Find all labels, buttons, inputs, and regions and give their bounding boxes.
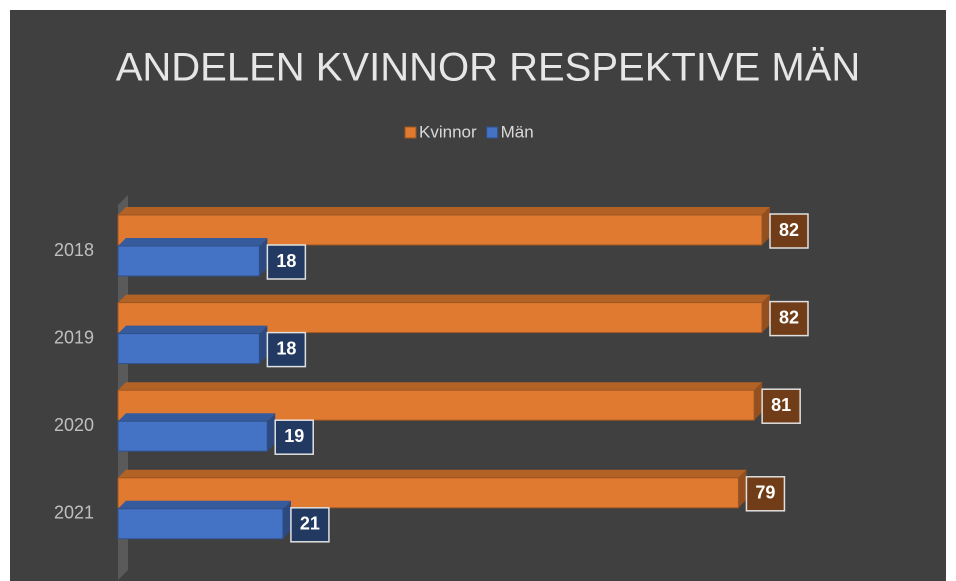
data-label-box (769, 300, 809, 337)
data-label: 82 (779, 220, 799, 240)
chart-title: ANDELEN KVINNOR RESPEKTIVE MÄN (116, 46, 861, 90)
data-label-box (769, 213, 809, 249)
bar-front (117, 508, 284, 540)
y-tick-label: 2020 (54, 415, 94, 435)
data-label-box (266, 244, 307, 280)
data-label: 81 (771, 395, 791, 415)
bar-side (259, 238, 268, 276)
bar-side (762, 207, 770, 245)
data-label: 18 (276, 338, 296, 358)
bar-front (117, 420, 268, 452)
legend-swatch (404, 126, 417, 139)
bar (117, 238, 268, 277)
bar-side (267, 413, 276, 452)
bar-side (754, 382, 763, 421)
data-label: 21 (300, 514, 320, 534)
data-label: 82 (779, 307, 799, 327)
legend-label: Kvinnor (419, 122, 477, 141)
bar-side (738, 469, 747, 508)
bar-top (118, 500, 291, 509)
data-label: 18 (276, 251, 296, 271)
bar-front (117, 333, 260, 365)
bar-top (118, 207, 770, 215)
bar-side (762, 294, 770, 333)
data-label-box (274, 419, 314, 455)
data-label-box (266, 331, 307, 368)
y-tick-label: 2019 (54, 327, 94, 347)
legend-label: Män (501, 122, 534, 141)
data-label: 79 (755, 483, 775, 503)
bar-top (118, 325, 268, 334)
data-label-box (745, 476, 786, 512)
data-label-box (761, 388, 801, 424)
bar-top (118, 469, 747, 478)
bar-top (118, 382, 763, 391)
y-tick-label: 2021 (54, 503, 94, 523)
y-tick-label: 2018 (54, 240, 94, 260)
bar-side (259, 325, 268, 364)
bar (117, 500, 291, 540)
legend-swatch (486, 126, 499, 139)
data-label: 19 (284, 426, 304, 446)
bar-top (118, 238, 268, 246)
bar-side (282, 500, 291, 539)
bar-top (118, 294, 770, 303)
bar (117, 469, 747, 509)
bar-front (117, 245, 260, 277)
data-label-box (290, 507, 330, 543)
bar-top (118, 413, 276, 422)
bar (117, 325, 268, 365)
bar (117, 413, 276, 452)
